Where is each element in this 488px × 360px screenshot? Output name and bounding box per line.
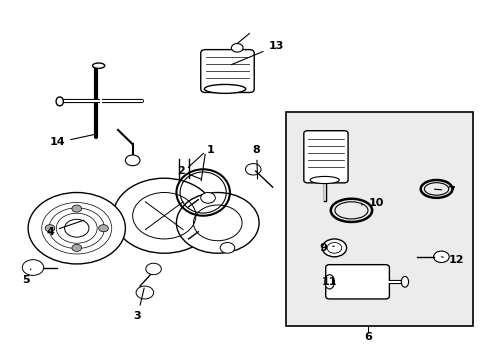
Circle shape	[145, 263, 161, 275]
Text: 8: 8	[252, 145, 260, 179]
Circle shape	[433, 251, 448, 262]
Circle shape	[72, 205, 81, 212]
FancyBboxPatch shape	[285, 112, 472, 327]
Circle shape	[176, 193, 259, 253]
Text: 7: 7	[433, 186, 454, 196]
Text: 14: 14	[49, 134, 96, 148]
Ellipse shape	[204, 85, 245, 93]
Circle shape	[201, 193, 215, 203]
Text: 4: 4	[46, 220, 83, 237]
Text: 13: 13	[231, 41, 283, 65]
FancyBboxPatch shape	[303, 131, 347, 183]
Circle shape	[28, 193, 125, 264]
Text: 9: 9	[319, 243, 334, 253]
Text: 6: 6	[364, 332, 372, 342]
Circle shape	[322, 239, 346, 257]
Circle shape	[245, 163, 261, 175]
Circle shape	[113, 178, 215, 253]
Text: 10: 10	[361, 198, 383, 208]
Circle shape	[220, 243, 234, 253]
Circle shape	[64, 219, 89, 237]
Ellipse shape	[309, 176, 339, 184]
Circle shape	[22, 260, 43, 275]
Ellipse shape	[56, 97, 63, 106]
Ellipse shape	[324, 275, 334, 289]
Text: 11: 11	[321, 277, 336, 287]
Circle shape	[99, 225, 108, 232]
Text: 1: 1	[206, 145, 214, 155]
Circle shape	[45, 225, 55, 232]
Ellipse shape	[92, 63, 104, 68]
Text: 2: 2	[177, 166, 200, 179]
Circle shape	[125, 155, 140, 166]
Circle shape	[231, 44, 243, 52]
Text: 3: 3	[133, 288, 144, 321]
Ellipse shape	[401, 276, 408, 287]
Circle shape	[136, 286, 153, 299]
Circle shape	[72, 244, 81, 251]
Text: 5: 5	[22, 269, 31, 285]
FancyBboxPatch shape	[325, 265, 388, 299]
FancyBboxPatch shape	[201, 50, 254, 93]
Text: 12: 12	[441, 255, 463, 265]
